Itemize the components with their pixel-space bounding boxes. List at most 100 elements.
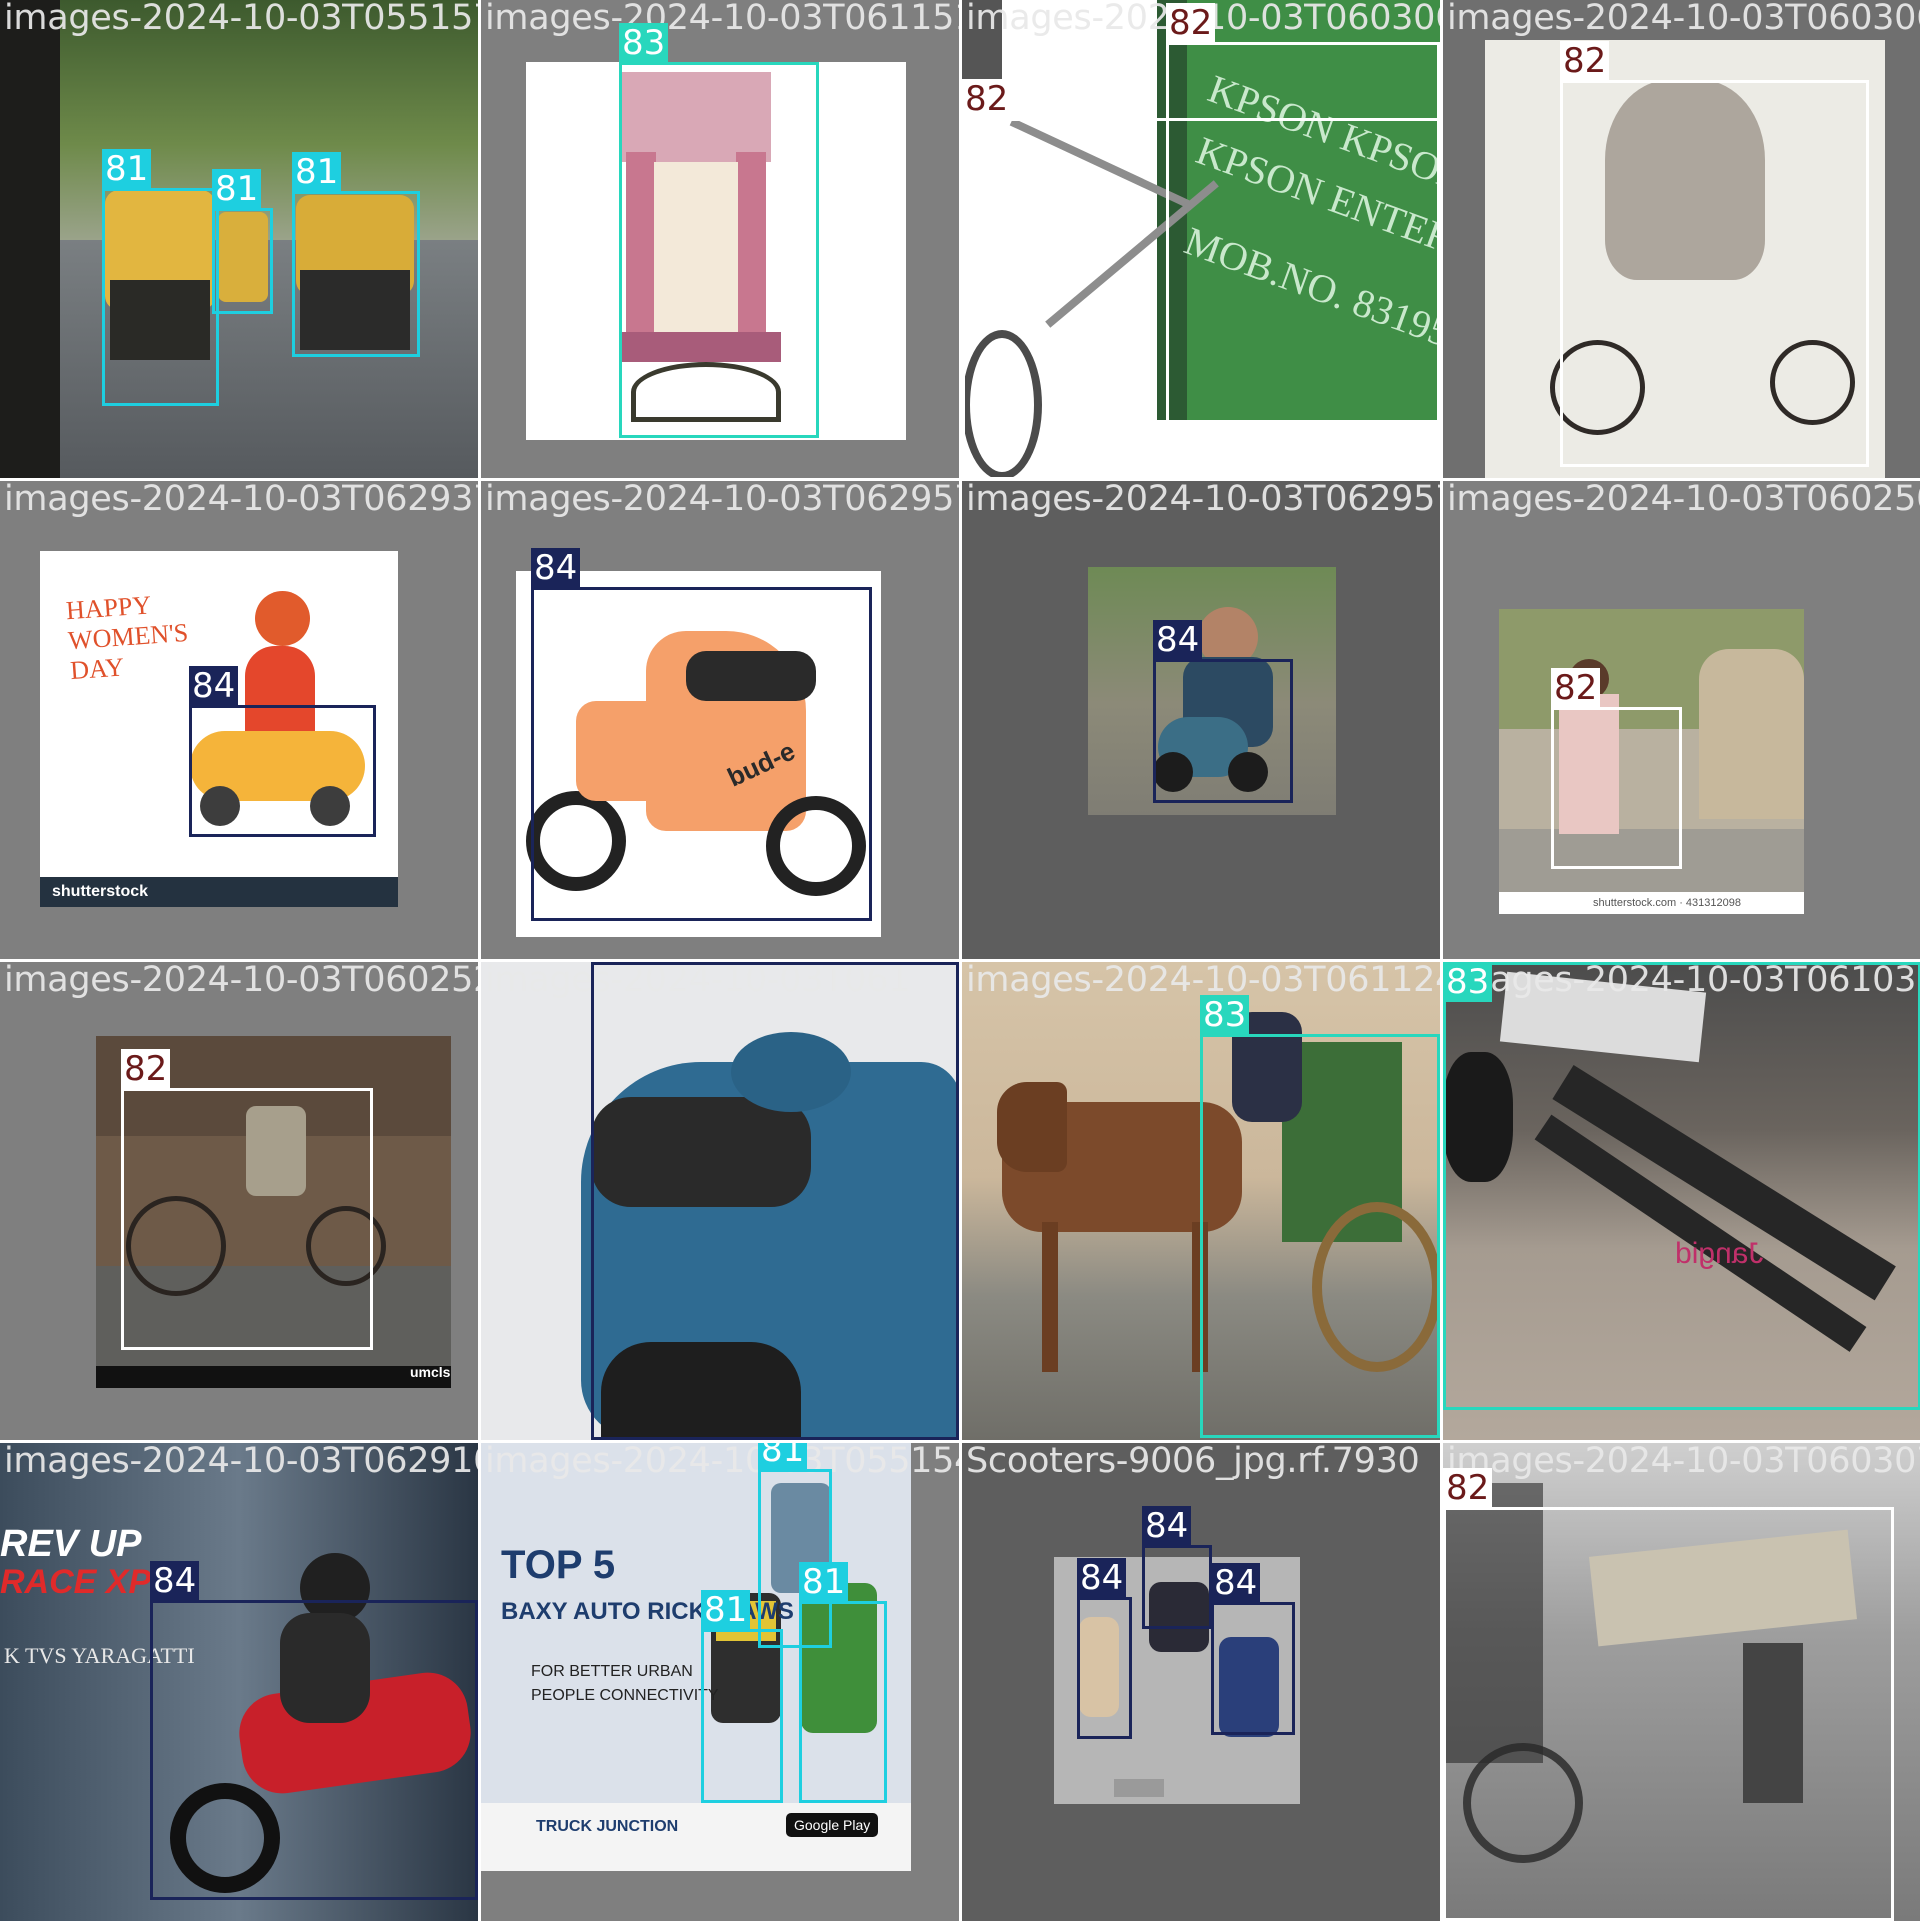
image-filename: images-2024-10-03T062957i711_jpeg.rf xyxy=(485,481,959,519)
class-label: 81 xyxy=(292,152,342,192)
tile-1: images-2024-10-03T055157i155_jpeg.rf 81 … xyxy=(0,0,478,478)
tile-6: bud-e images-2024-10-03T062957i711_jpeg.… xyxy=(481,481,959,959)
google-play-badge: Google Play xyxy=(786,1813,879,1837)
detection-box: 84 xyxy=(1211,1563,1295,1735)
class-label: 82 xyxy=(1443,1468,1493,1508)
detection-box: 83 xyxy=(1443,962,1920,1410)
tile-image xyxy=(1485,40,1885,478)
ad-text: K TVS YARAGATTI xyxy=(4,1643,195,1668)
tile-11: images-2024-10-03T061124i982_jpeg 83 xyxy=(962,962,1440,1440)
detection-box: 82 xyxy=(1166,3,1440,430)
tile-16: images-2024-10-03T060307 82 xyxy=(1443,1443,1920,1921)
image-filename: images-2024-10-03T055157i155_jpeg.rf xyxy=(4,0,478,38)
detection-box: 81 xyxy=(292,152,420,357)
image-filename: images-2024-10-03T061033 xyxy=(1447,962,1920,1000)
detection-box: 83 xyxy=(619,23,819,438)
tile-15: Scooters-9006_jpg.rf.7930 84 84 84 xyxy=(962,1443,1440,1921)
detection-box: 82 xyxy=(1443,1468,1894,1921)
detection-box: 82 xyxy=(121,1049,373,1350)
ad-headline: REV UP xyxy=(0,1523,142,1565)
tile-8: shutterstock.com · 431312098 images-2024… xyxy=(1443,481,1920,959)
detection-box: 84 xyxy=(1142,1506,1212,1629)
image-filename: images-2024-10-03T061124i982_jpeg xyxy=(966,962,1440,1000)
detection-box: 81 xyxy=(701,1590,783,1803)
detection-box: 84 xyxy=(531,548,872,921)
detection-box: 81 xyxy=(758,1443,832,1648)
class-label: 84 xyxy=(531,548,581,588)
ad-text: PEOPLE CONNECTIVITY xyxy=(531,1687,719,1704)
tile-3: KPSON KPSON KPSON ENTERPRISE MOB.NO. 831… xyxy=(962,0,1440,478)
image-filename: images-2024-10-03T061 xyxy=(485,962,911,1000)
class-label: 83 xyxy=(1200,995,1250,1035)
tile-13: REV UP RACE XP K TVS YARAGATTI images-20… xyxy=(0,1443,478,1921)
class-label: 83 xyxy=(1443,962,1493,1002)
class-label: 81 xyxy=(799,1562,849,1602)
tile-4: images-2024-10-03T060306i644_jpeg.rf.15c… xyxy=(1443,0,1920,478)
tile-9: umcls images-2024-10-03T060252 82 xyxy=(0,962,478,1440)
tile-image xyxy=(40,551,398,907)
image-filename: images-2024-10-03T062937i586_jpeg.rf xyxy=(4,481,478,519)
class-label: 84 xyxy=(591,962,641,963)
tile-10: images-2024-10-03T061 84 xyxy=(481,962,959,1440)
watermark-text: shutterstock xyxy=(52,883,149,900)
image-filename: images-2024-10-03T062910i154_jpeg.rf xyxy=(4,1443,478,1481)
detection-box: 84 xyxy=(1077,1558,1132,1739)
image-filename: images-2024-10-03T060307 xyxy=(1447,1443,1920,1481)
tile-7: images-2024-10-03T062957i711_jpeg.rf.f8d… xyxy=(962,481,1440,959)
detection-box: 81 xyxy=(102,149,219,406)
tile-image xyxy=(0,1443,478,1921)
brand-logo: TRUCK JUNCTION xyxy=(536,1818,679,1835)
tile-image xyxy=(481,1443,911,1871)
class-label: 83 xyxy=(619,23,669,63)
class-label: 81 xyxy=(212,169,262,209)
ad-headline: TOP 5 xyxy=(501,1543,616,1587)
watermark-text: umcls xyxy=(410,1364,451,1380)
class-label: 84 xyxy=(1211,1563,1261,1603)
tile-image xyxy=(481,962,959,1440)
detection-box: 82 xyxy=(1560,41,1869,467)
class-label: 84 xyxy=(150,1561,200,1601)
class-label: 82 xyxy=(1551,668,1601,708)
class-label: 82 xyxy=(962,79,1012,119)
tile-14: TOP 5 BAXY AUTO RICKSHAWS FOR BETTER URB… xyxy=(481,1443,959,1921)
tile-image xyxy=(1443,962,1920,1440)
tile-image xyxy=(1088,567,1336,815)
tile-image xyxy=(96,1036,451,1388)
detection-box: 83 xyxy=(1200,995,1440,1438)
class-label: 82 xyxy=(1166,3,1216,43)
tile-image xyxy=(1443,1443,1920,1921)
image-filename: images-2024-10-03T060306i644_jpeg.rf.15c… xyxy=(1447,0,1920,38)
class-label: 81 xyxy=(102,149,152,189)
image-filename: images-2024-10-03T060250 xyxy=(1447,481,1920,519)
image-filename: images-2024-10-03T055154i47_jpeg.rf xyxy=(485,1443,959,1481)
class-label: 84 xyxy=(1142,1506,1192,1546)
class-label: 84 xyxy=(189,666,239,706)
detection-box: 84 xyxy=(1153,620,1293,803)
detection-box: 84 xyxy=(150,1561,478,1900)
image-filename: images-2024-10-03T060252 xyxy=(4,962,478,1000)
class-label: 84 xyxy=(1153,620,1203,660)
detection-box: 84 xyxy=(591,962,959,1440)
class-label: 81 xyxy=(701,1590,751,1630)
tile-2: images-2024-10-03T061151i363_jpeg.rf 83 xyxy=(481,0,959,478)
detection-box: 84 xyxy=(189,666,376,837)
class-label: 84 xyxy=(1077,1558,1127,1598)
detection-box: 81 xyxy=(212,169,273,314)
ad-headline: RACE XP xyxy=(0,1563,152,1601)
image-filename: images-2024-10-03T061151i363_jpeg.rf xyxy=(485,0,959,38)
ad-text: FOR BETTER URBAN xyxy=(531,1663,693,1680)
tile-image xyxy=(526,62,906,440)
image-filename: images-2024-10-03T062957i711_jpeg.rf.f8d… xyxy=(966,481,1440,519)
watermark-text: shutterstock.com · 431312098 xyxy=(1593,897,1741,909)
image-filename: Scooters-9006_jpg.rf.7930 xyxy=(966,1443,1420,1481)
class-label: 81 xyxy=(758,1443,808,1470)
class-label: 82 xyxy=(1560,41,1610,81)
tile-5: HAPPY WOMEN'S DAY shutterstock images-20… xyxy=(0,481,478,959)
tile-image xyxy=(962,0,1440,478)
detection-box: 81 xyxy=(799,1562,887,1803)
tile-12: Jangid images-2024-10-03T061033 83 xyxy=(1443,962,1920,1440)
class-label: 82 xyxy=(121,1049,171,1089)
tile-image xyxy=(0,0,478,478)
detection-box: 82 xyxy=(1551,668,1682,869)
